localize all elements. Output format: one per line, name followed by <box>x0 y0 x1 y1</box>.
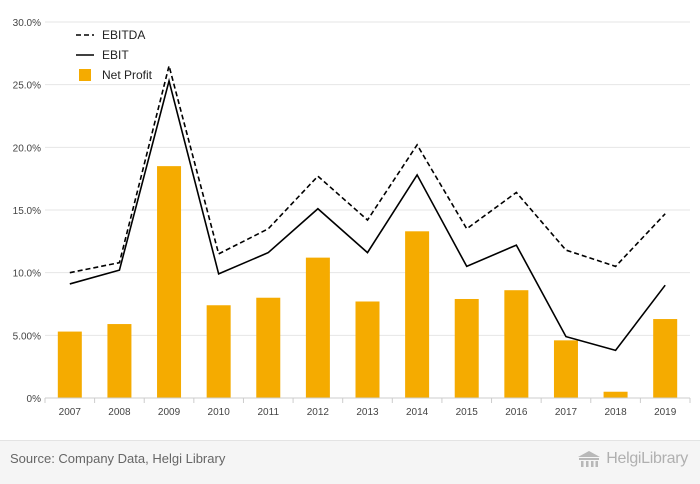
net-profit-bar <box>405 231 430 398</box>
net-profit-bar <box>305 257 330 398</box>
legend: EBITDA EBIT Net Profit <box>76 28 153 82</box>
helgi-library-logo: HelgiLibrary <box>576 449 688 469</box>
x-tick-label: 2015 <box>456 407 479 418</box>
x-tick-label: 2010 <box>208 407 231 418</box>
y-tick-label: 25.0% <box>13 81 41 92</box>
x-tick-label: 2011 <box>258 407 280 418</box>
footer: Source: Company Data, Helgi Library Helg… <box>0 440 700 484</box>
net-profit-bars <box>57 166 678 398</box>
net-profit-bar <box>653 319 678 398</box>
y-tick-label: 5.00% <box>13 331 41 342</box>
legend-ebitda-label: EBITDA <box>102 28 145 42</box>
y-tick-label: 30.0% <box>13 18 41 29</box>
x-tick-label: 2016 <box>505 407 528 418</box>
y-tick-label: 0% <box>27 394 42 405</box>
combo-chart: 0%5.00%10.0%15.0%20.0%25.0%30.0% 2007 200… <box>13 18 691 418</box>
net-profit-bar <box>454 298 479 398</box>
ebit-line <box>69 77 666 352</box>
line-series <box>69 65 666 352</box>
net-profit-bar <box>206 305 231 398</box>
source-note: Source: Company Data, Helgi Library <box>10 451 226 466</box>
y-axis: 0% 5.00% 10.0% 15.0% 20.0% 25.0% 30.0% <box>13 18 41 405</box>
y-tick-label: 15.0% <box>13 206 41 217</box>
x-tick-label: 2008 <box>108 407 131 418</box>
net-profit-bar <box>157 166 182 398</box>
net-profit-bar <box>504 290 529 398</box>
x-tick-label: 2007 <box>59 407 82 418</box>
net-profit-bar <box>107 324 132 398</box>
net-profit-bar <box>256 297 281 398</box>
net-profit-bar <box>603 391 628 398</box>
x-tick-label: 2009 <box>158 407 181 418</box>
legend-net-profit-label: Net Profit <box>102 68 153 82</box>
grid-lines <box>45 21 690 399</box>
x-axis: 2007 2008 2009 2010 2011 2012 2013 2014 2015 2016… <box>44 397 691 418</box>
x-tick-label: 2019 <box>654 407 677 418</box>
net-profit-bar <box>57 331 82 398</box>
x-tick-label: 2018 <box>604 407 627 418</box>
legend-ebit-label: EBIT <box>102 48 129 62</box>
logo-text: HelgiLibrary <box>606 450 688 467</box>
y-tick-label: 20.0% <box>13 143 41 154</box>
legend-net-profit-swatch <box>79 69 91 81</box>
ebitda-line <box>69 65 666 274</box>
x-tick-label: 2013 <box>356 407 379 418</box>
y-tick-label: 10.0% <box>13 269 41 280</box>
net-profit-bar <box>355 301 380 398</box>
x-tick-label: 2012 <box>307 407 330 418</box>
x-tick-label: 2017 <box>555 407 578 418</box>
library-building-icon <box>578 451 601 467</box>
x-tick-label: 2014 <box>406 407 429 418</box>
net-profit-bar <box>553 340 578 398</box>
